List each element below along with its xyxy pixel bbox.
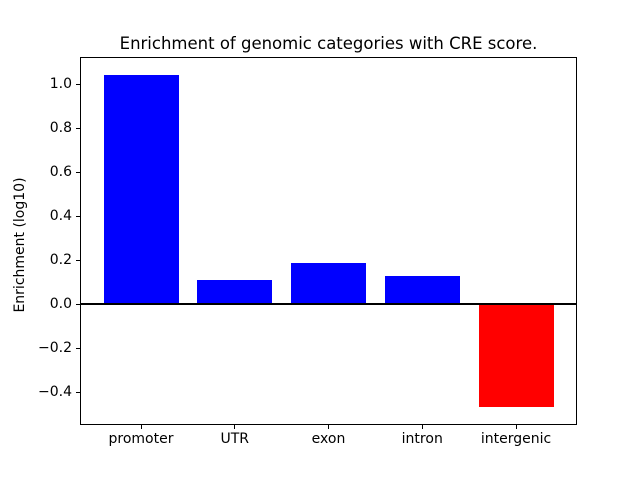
y-tick-mark: [76, 215, 80, 217]
y-tick-mark: [76, 127, 80, 129]
y-tick-label: 0.0: [49, 295, 72, 312]
y-axis-label: Enrichment (log10): [12, 177, 28, 313]
bar-UTR: [197, 279, 273, 304]
chart-title: Enrichment of genomic categories with CR…: [119, 34, 538, 53]
y-tick-mark: [76, 83, 80, 85]
x-tick-label-exon: exon: [311, 431, 346, 447]
x-tick-mark: [140, 425, 142, 429]
bar-promoter: [103, 74, 179, 304]
y-tick-label: 1.0: [49, 75, 72, 92]
y-tick-mark: [76, 303, 80, 305]
x-tick-mark: [328, 425, 329, 429]
x-tick-mark: [234, 425, 236, 429]
bar-intron: [384, 276, 460, 304]
x-tick-label-intron: intron: [401, 431, 443, 447]
y-tick-mark: [76, 391, 80, 393]
y-tick-label: 0.2: [49, 251, 72, 268]
zero-baseline: [81, 302, 576, 305]
y-tick-mark: [76, 259, 80, 261]
x-tick-label-promoter: promoter: [108, 431, 174, 447]
x-tick-label-UTR: UTR: [220, 431, 250, 447]
y-tick-label: 0.8: [49, 119, 72, 136]
y-tick-mark: [76, 347, 80, 349]
x-tick-label-intergenic: intergenic: [480, 431, 552, 447]
x-tick-mark: [421, 425, 423, 429]
plot-area: [80, 57, 577, 425]
y-tick-mark: [76, 171, 80, 173]
x-tick-mark: [515, 425, 517, 429]
y-tick-label: −0.4: [38, 383, 72, 400]
y-tick-label: −0.2: [38, 339, 72, 356]
y-tick-label: 0.6: [49, 163, 72, 180]
bar-exon: [291, 263, 366, 304]
y-tick-label: 0.4: [49, 207, 72, 224]
bar-intergenic: [478, 303, 554, 408]
